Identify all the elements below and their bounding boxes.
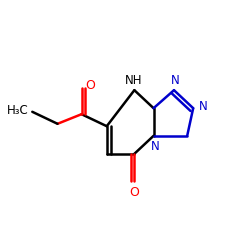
Text: O: O — [85, 79, 95, 92]
Text: N: N — [171, 74, 179, 86]
Text: NH: NH — [124, 74, 142, 87]
Text: O: O — [130, 186, 139, 199]
Text: N: N — [199, 100, 208, 114]
Text: N: N — [150, 140, 159, 153]
Text: H₃C: H₃C — [7, 104, 29, 117]
